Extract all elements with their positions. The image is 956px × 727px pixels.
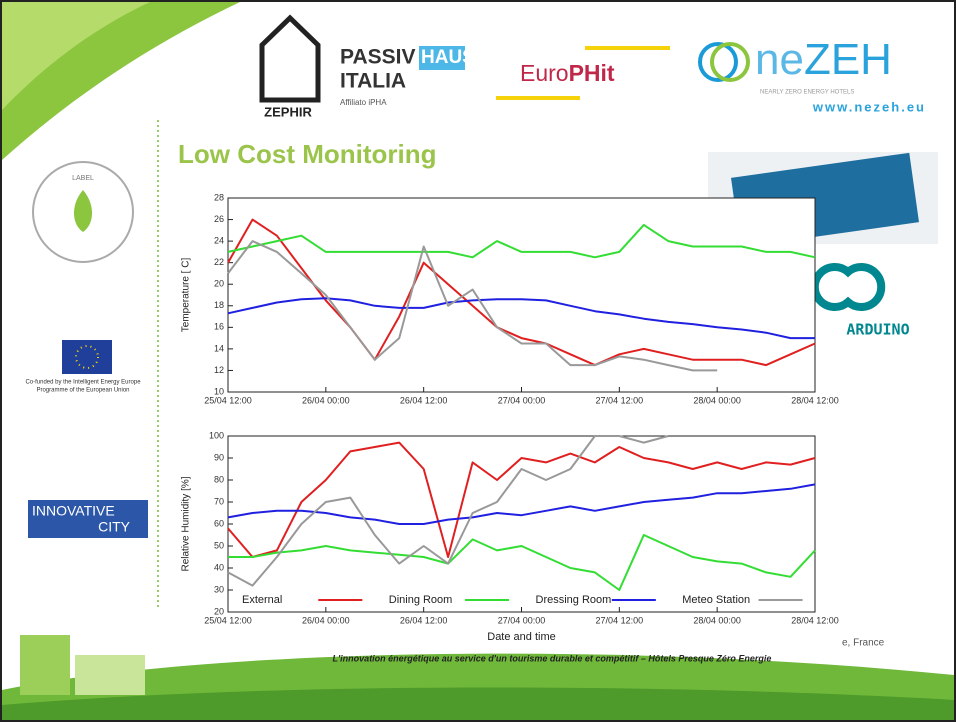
x-tick-label: 26/04 00:00	[302, 395, 350, 405]
y-tick-label: 16	[214, 322, 224, 332]
logo-text: ARDUINO	[846, 321, 909, 339]
logo-text: neZEH	[755, 35, 892, 84]
x-tick-label: 27/04 00:00	[498, 615, 546, 625]
y-tick-label: 70	[214, 496, 224, 506]
plot-frame	[228, 436, 815, 612]
building	[20, 635, 70, 695]
y-axis-label: Relative Humidity [%]	[181, 476, 192, 571]
y-tick-label: 12	[214, 365, 224, 375]
y-tick-label: 22	[214, 257, 224, 267]
logo-text: Euro	[520, 60, 569, 86]
location-text: e, France	[842, 638, 885, 649]
x-tick-label: 25/04 12:00	[204, 615, 252, 625]
x-axis-label: Date and time	[487, 631, 555, 643]
slide: ZEPHIR PASSIV HAUS ITALIA Affiliato iPHA…	[0, 0, 956, 722]
building	[75, 655, 145, 695]
x-tick-label: 25/04 12:00	[204, 395, 252, 405]
logo-text: HAUS	[421, 47, 475, 68]
footer-text: L'innovation énergétique au service d'un…	[333, 653, 772, 663]
legend-label: External	[242, 594, 282, 606]
y-tick-label: 18	[214, 300, 224, 310]
legend-label: Dining Room	[389, 594, 453, 606]
y-tick-label: 24	[214, 235, 224, 245]
logo-text: LABEL	[72, 175, 94, 182]
x-tick-label: 28/04 00:00	[693, 395, 741, 405]
logo-text: INNOVATIVE	[32, 503, 115, 519]
x-tick-label: 27/04 12:00	[596, 615, 644, 625]
y-tick-label: 40	[214, 562, 224, 572]
logo-text: ITALIA	[340, 70, 406, 93]
x-tick-label: 28/04 00:00	[693, 615, 741, 625]
logo-text: EuroPHit	[520, 60, 615, 86]
logo-text: Programme of the European Union	[36, 388, 129, 394]
y-tick-label: 50	[214, 540, 224, 550]
legend-label: Meteo Station	[682, 594, 750, 606]
x-tick-label: 26/04 00:00	[302, 615, 350, 625]
y-tick-label: 20	[214, 279, 224, 289]
y-tick-label: 28	[214, 192, 224, 202]
logo-text: ZEH	[804, 35, 892, 84]
y-tick-label: 60	[214, 518, 224, 528]
x-tick-label: 28/04 12:00	[791, 395, 839, 405]
logo-text: PHit	[569, 60, 615, 86]
slide-title: Low Cost Monitoring	[178, 139, 437, 169]
plot-frame	[228, 198, 815, 392]
logo-text: www.nezeh.eu	[812, 99, 926, 114]
y-tick-label: 90	[214, 452, 224, 462]
x-tick-label: 26/04 12:00	[400, 615, 448, 625]
y-tick-label: 14	[214, 343, 224, 353]
logo-text: NEARLY ZERO ENERGY HOTELS	[760, 90, 854, 96]
y-tick-label: 26	[214, 214, 224, 224]
eu-flag	[62, 340, 112, 374]
x-tick-label: 28/04 12:00	[791, 615, 839, 625]
x-tick-label: 27/04 12:00	[596, 395, 644, 405]
x-tick-label: 26/04 12:00	[400, 395, 448, 405]
legend-label: Dressing Room	[536, 594, 612, 606]
logo-text: Co-funded by the Intelligent Energy Euro…	[25, 380, 141, 386]
y-tick-label: 100	[209, 430, 224, 440]
x-tick-label: 27/04 00:00	[498, 395, 546, 405]
logo-text: ne	[755, 35, 804, 84]
y-axis-label: Temperature [ C]	[181, 258, 192, 333]
logo-text: ZEPHIR	[264, 104, 312, 119]
logo-text: CITY	[98, 519, 131, 535]
logo-text: Affiliato iPHA	[340, 98, 387, 107]
y-tick-label: 80	[214, 474, 224, 484]
logo-text: PASSIV	[340, 46, 415, 69]
y-tick-label: 30	[214, 584, 224, 594]
